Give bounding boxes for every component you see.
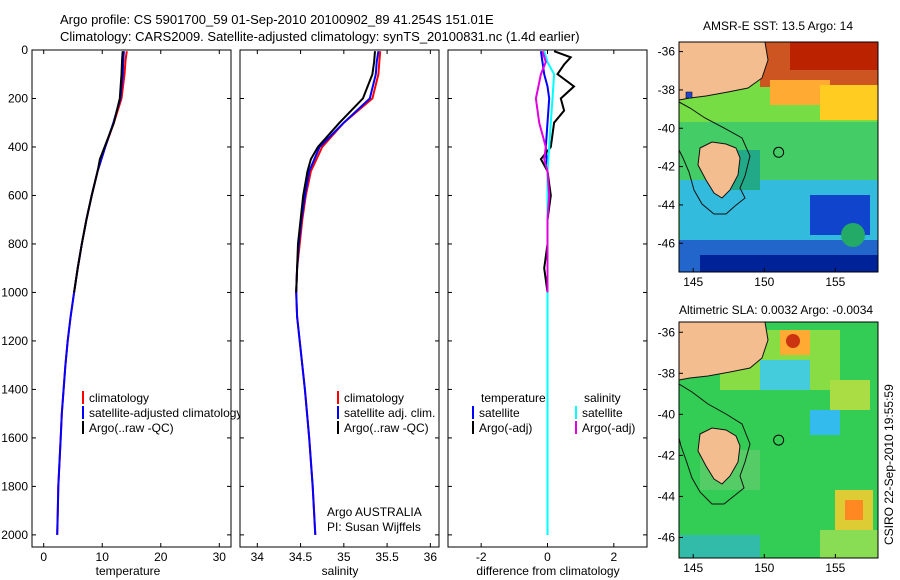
legend-sal-satellite: satellite [582,406,623,420]
difference-panel: -2 0 2 difference from climatology tempera… [447,49,648,578]
map-y-tick-label: -36 [658,45,676,59]
x-tick-label: 30 [213,550,227,564]
legend-temp-argo: Argo(-adj) [479,421,532,435]
y-tick-label: 600 [8,188,28,202]
sla-map-frame [678,321,879,559]
sst-map-title: AMSR-E SST: 13.5 Argo: 14 [703,19,853,33]
sst-map-frame [678,41,879,273]
sla-argo-marker [773,434,785,446]
map-x-tick-label: 155 [825,561,845,575]
temperature-panel: 0 200 400 600 800 1000 1200 1400 1600 1800 2000 0 10… [1,43,242,578]
difference-lines [534,50,576,535]
salinity-legend: climatology satellite adj. clim. Argo(..… [337,391,435,435]
sla-map-ticks: 145 150 155 -36 -38 -40 -42 -44 -46 [658,325,846,575]
map-y-tick-label: -40 [658,121,676,135]
map-y-tick-label: -44 [658,489,676,503]
y-tick-label: 800 [8,237,28,251]
x-tick-label: 34.5 [289,550,313,564]
legend-argo: Argo(..raw -QC) [89,421,174,435]
salinity-axes [239,49,440,548]
legend-satellite-adjusted: satellite-adjusted climatology [89,406,242,420]
map-y-tick-label: -44 [658,198,676,212]
x-tick-label: 36 [424,550,438,564]
argo-annotation-line-2: PI: Susan Wijffels [327,520,421,534]
sst-map: AMSR-E SST: 13.5 Argo: 14 145 150 155 -36 -3… [658,19,879,289]
legend-temp-satellite: satellite [479,406,520,420]
legend-climatology: climatology [344,391,404,405]
map-x-tick-label: 150 [754,275,774,289]
legend-climatology: climatology [89,391,149,405]
x-tick-label: 34 [251,550,265,564]
map-y-tick-label: -36 [658,325,676,339]
y-tick-label: 1000 [1,285,28,299]
y-tick-label: 1400 [1,382,28,396]
y-tick-label: 1600 [1,431,28,445]
y-tick-label: 1200 [1,334,28,348]
legend-argo: Argo(..raw -QC) [344,421,429,435]
map-x-tick-label: 145 [683,275,703,289]
map-x-tick-label: 155 [825,275,845,289]
map-x-tick-label: 145 [683,561,703,575]
x-tick-label: 35 [337,550,351,564]
y-tick-label: 2000 [1,528,28,542]
sla-map: Altimetric SLA: 0.0032 Argo: -0.0034 145… [658,303,879,575]
y-tick-label: 0 [21,43,28,57]
salinity-xlabel: salinity [322,564,359,578]
map-x-tick-label: 150 [754,561,774,575]
temperature-legend: climatology satellite-adjusted climatolo… [82,391,242,435]
series-line-argo-raw-qc- [73,51,124,293]
series-line-salinity-argo-adj- [534,50,551,293]
temperature-axes [31,49,232,548]
difference-xlabel: difference from climatology [476,564,619,578]
legend-sal-argo: Argo(-adj) [582,421,635,435]
y-tick-label: 200 [8,91,28,105]
sst-argo-marker [773,146,785,158]
salinity-panel: 34 34.5 35 35.5 36 salinity climatology sate… [239,49,440,578]
map-y-tick-label: -38 [658,83,676,97]
map-y-tick-label: -46 [658,530,676,544]
x-tick-label: 35.5 [375,550,399,564]
x-tick-label: 20 [154,550,168,564]
sst-map-ticks: 145 150 155 -36 -38 -40 -42 -44 -46 [658,45,846,289]
series-line-argo-raw-qc- [295,51,376,293]
y-tick-label: 400 [8,140,28,154]
figure-title-line-2: Climatology: CARS2009. Satellite-adjuste… [60,29,580,44]
map-y-tick-label: -38 [658,366,676,380]
legend-satellite-adj: satellite adj. clim. [344,406,435,420]
temperature-ticks: 0 200 400 600 800 1000 1200 1400 1600 1800 2000 0 10… [1,43,231,564]
temperature-xlabel: temperature [96,564,161,578]
map-y-tick-label: -40 [658,407,676,421]
x-tick-label: 0 [544,550,551,564]
salinity-ticks: 34 34.5 35 35.5 36 [240,49,439,564]
difference-ticks: -2 0 2 [448,49,647,564]
temperature-lines [56,51,128,535]
x-tick-label: 0 [40,550,47,564]
legend-salinity-title: salinity [584,391,621,405]
map-y-tick-label: -42 [658,160,676,174]
argo-annotation-line-1: Argo AUSTRALIA [327,505,422,519]
y-tick-label: 1800 [1,479,28,493]
x-tick-label: -2 [476,550,487,564]
legend-temperature-title: temperature [481,391,546,405]
map-y-tick-label: -46 [658,236,676,250]
x-tick-label: 2 [610,550,617,564]
x-tick-label: 10 [96,550,110,564]
salinity-lines [295,51,382,535]
sla-map-title: Altimetric SLA: 0.0032 Argo: -0.0034 [679,303,873,317]
difference-legend: temperature satellite Argo(-adj) salinit… [472,391,635,435]
figure-title-line-1: Argo profile: CS 5901700_59 01-Sep-2010 … [60,12,494,27]
side-timestamp-label: CSIRO 22-Sep-2010 19:55:59 [882,384,896,545]
map-y-tick-label: -42 [658,448,676,462]
